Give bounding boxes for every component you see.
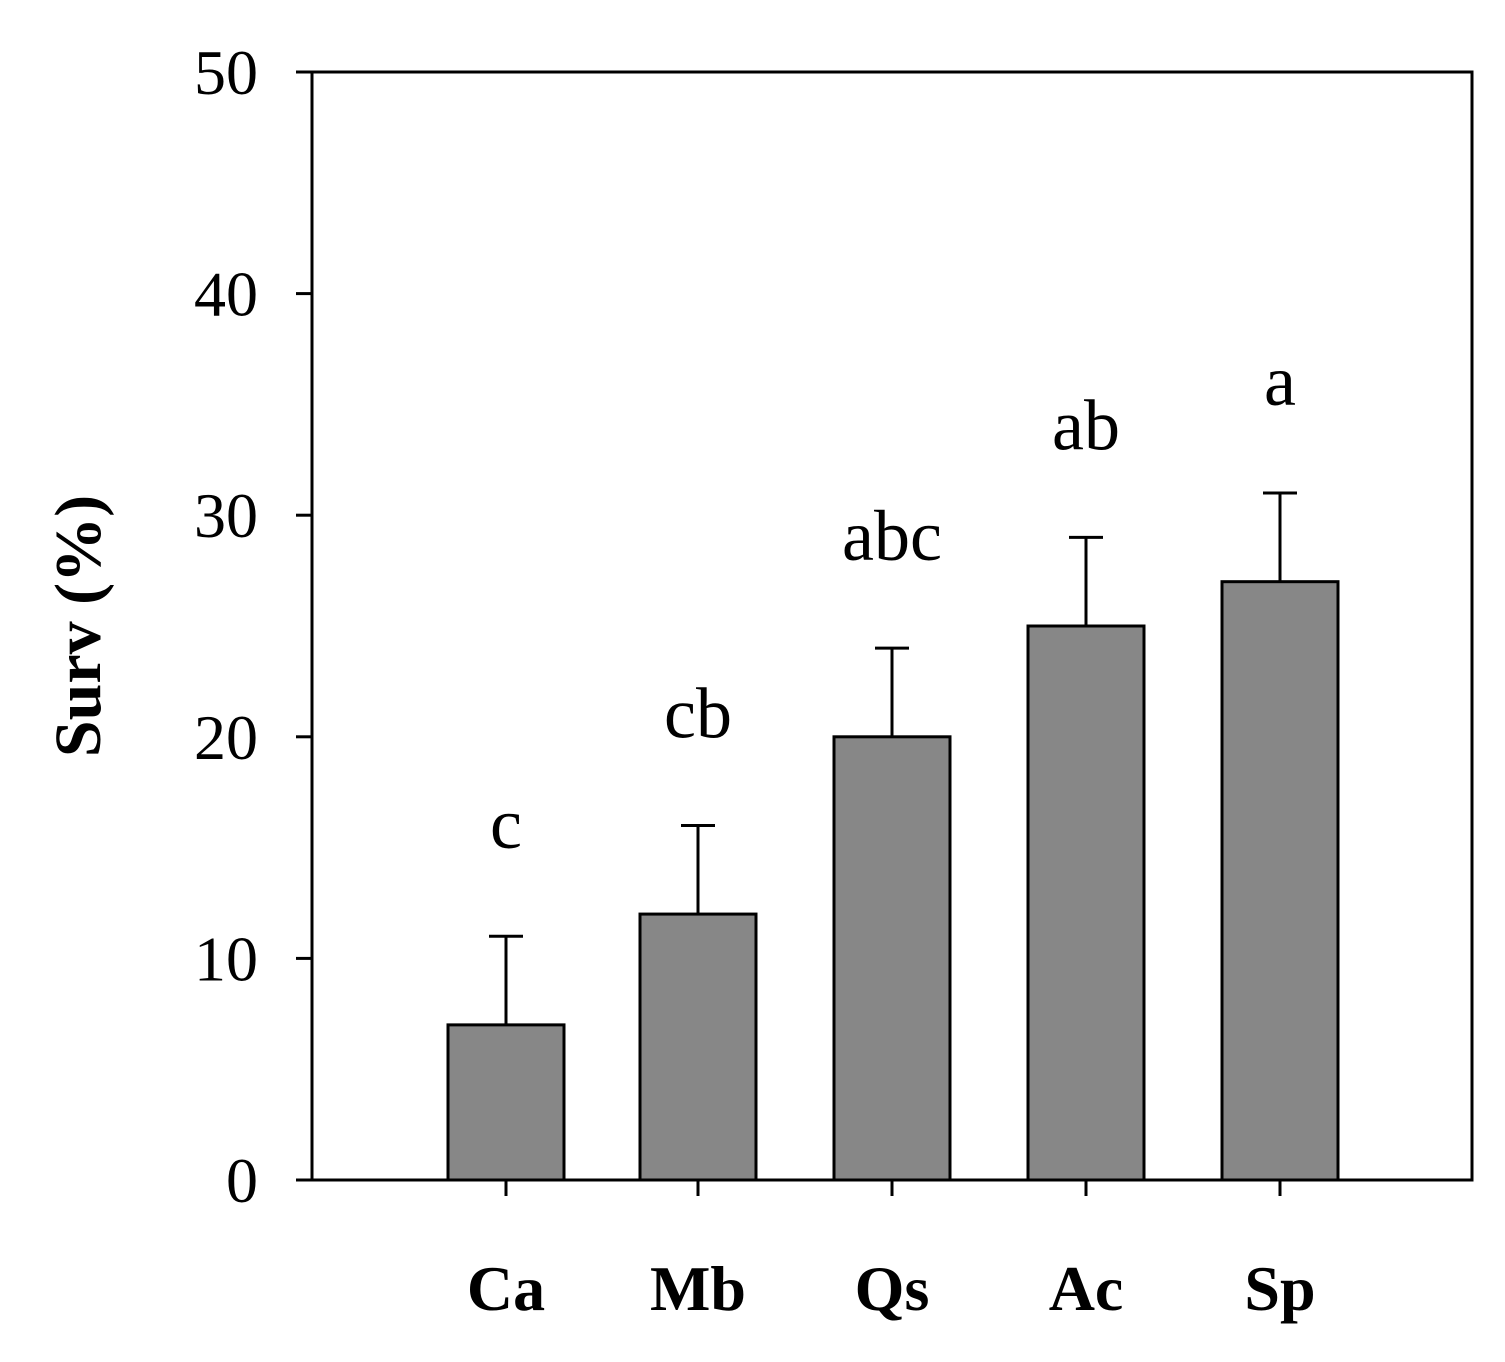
bar-ac: [1026, 624, 1146, 1182]
y-tick-label: 50: [194, 37, 258, 108]
significance-label-qs: abc: [842, 496, 942, 576]
bars: [446, 580, 1340, 1182]
y-tick-label: 30: [194, 480, 258, 551]
significance-label-ac: ab: [1052, 385, 1120, 465]
y-tick-label: 0: [226, 1145, 258, 1216]
bar-sp: [1220, 580, 1340, 1182]
x-tick-label-qs: Qs: [855, 1253, 930, 1324]
y-axis: 0 10 20 30 40 50: [194, 37, 312, 1216]
y-tick-label: 40: [194, 259, 258, 330]
significance-label-sp: a: [1264, 341, 1296, 421]
bar-mb: [638, 912, 758, 1182]
x-tick-label-ca: Ca: [467, 1253, 545, 1324]
x-tick-label-ac: Ac: [1049, 1253, 1124, 1324]
bar-qs: [832, 735, 952, 1182]
x-axis: Ca Mb Qs Ac Sp: [467, 1180, 1316, 1324]
significance-label-ca: c: [490, 784, 522, 864]
significance-labels: c cb abc ab a: [490, 341, 1296, 864]
error-bars: [489, 491, 1297, 1025]
y-tick-label: 20: [194, 702, 258, 773]
x-tick-label-sp: Sp: [1244, 1253, 1315, 1324]
significance-label-mb: cb: [664, 673, 732, 753]
y-tick-label: 10: [194, 923, 258, 994]
y-axis-label: Surv (%): [42, 495, 115, 757]
bar-ca: [446, 1023, 566, 1182]
x-tick-label-mb: Mb: [650, 1253, 746, 1324]
